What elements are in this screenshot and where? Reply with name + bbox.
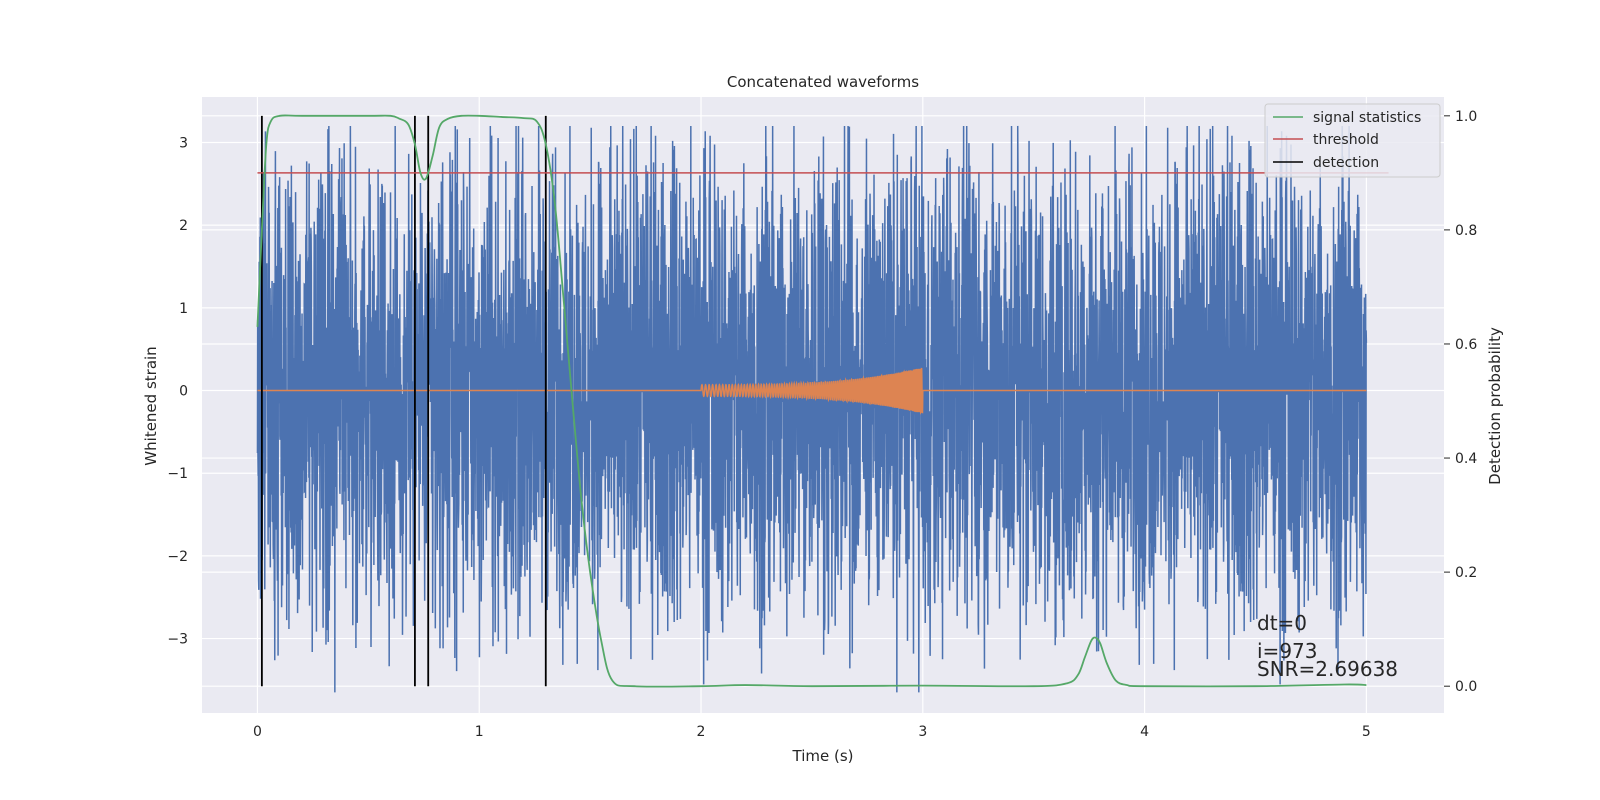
y-tick-label: −2 <box>167 549 188 565</box>
y-tick-label: 3 <box>179 135 188 151</box>
y2-tick-label: 1.0 <box>1455 109 1477 125</box>
injection-line <box>257 367 1367 415</box>
x-axis-label: Time (s) <box>792 747 854 765</box>
y-tick-label: 2 <box>179 218 188 234</box>
annotation-snr: SNR=2.69638 <box>1257 657 1398 681</box>
x-tick-label: 3 <box>918 724 927 740</box>
annotations: dt=0 i=973 SNR=2.69638 <box>1257 611 1398 681</box>
y-tick-label: −1 <box>167 466 188 482</box>
x-ticks: 0 1 2 3 4 5 <box>253 724 1371 740</box>
y2-tick-label: 0.0 <box>1455 679 1477 695</box>
chart-title: Concatenated waveforms <box>727 73 919 91</box>
legend-label-detection: detection <box>1313 155 1379 171</box>
y-tick-label: 0 <box>179 384 188 400</box>
x-tick-label: 5 <box>1362 724 1371 740</box>
y2-tick-label: 0.8 <box>1455 223 1477 239</box>
y2-tick-label: 0.4 <box>1455 451 1477 467</box>
y2-ticks: 0.0 0.2 0.4 0.6 0.8 1.0 <box>1444 109 1477 695</box>
y2-tick-label: 0.2 <box>1455 565 1477 581</box>
x-tick-label: 0 <box>253 724 262 740</box>
annotation-i: i=973 <box>1257 639 1318 663</box>
y-axis-label: Whitened strain <box>142 346 160 465</box>
strain-line <box>256 125 1368 693</box>
x-tick-label: 4 <box>1140 724 1149 740</box>
y2-tick-label: 0.6 <box>1455 337 1477 353</box>
signal-statistics-series <box>256 114 1367 688</box>
legend-label-signal-statistics: signal statistics <box>1313 110 1421 126</box>
signal-statistics-line <box>256 114 1367 688</box>
x-tick-label: 2 <box>697 724 706 740</box>
y2-axis-label: Detection probability <box>1486 327 1504 485</box>
legend: signal statistics threshold detection <box>1264 103 1441 178</box>
legend-frame <box>1264 103 1441 178</box>
x-tick-label: 1 <box>475 724 484 740</box>
strain-series <box>256 125 1368 693</box>
y-tick-label: −3 <box>167 632 188 648</box>
injection-series <box>257 367 1367 415</box>
annotation-dt: dt=0 <box>1257 611 1307 635</box>
y-tick-label: 1 <box>179 301 188 317</box>
y-ticks: −3 −2 −1 0 1 2 3 <box>167 135 188 647</box>
legend-label-threshold: threshold <box>1313 132 1379 148</box>
